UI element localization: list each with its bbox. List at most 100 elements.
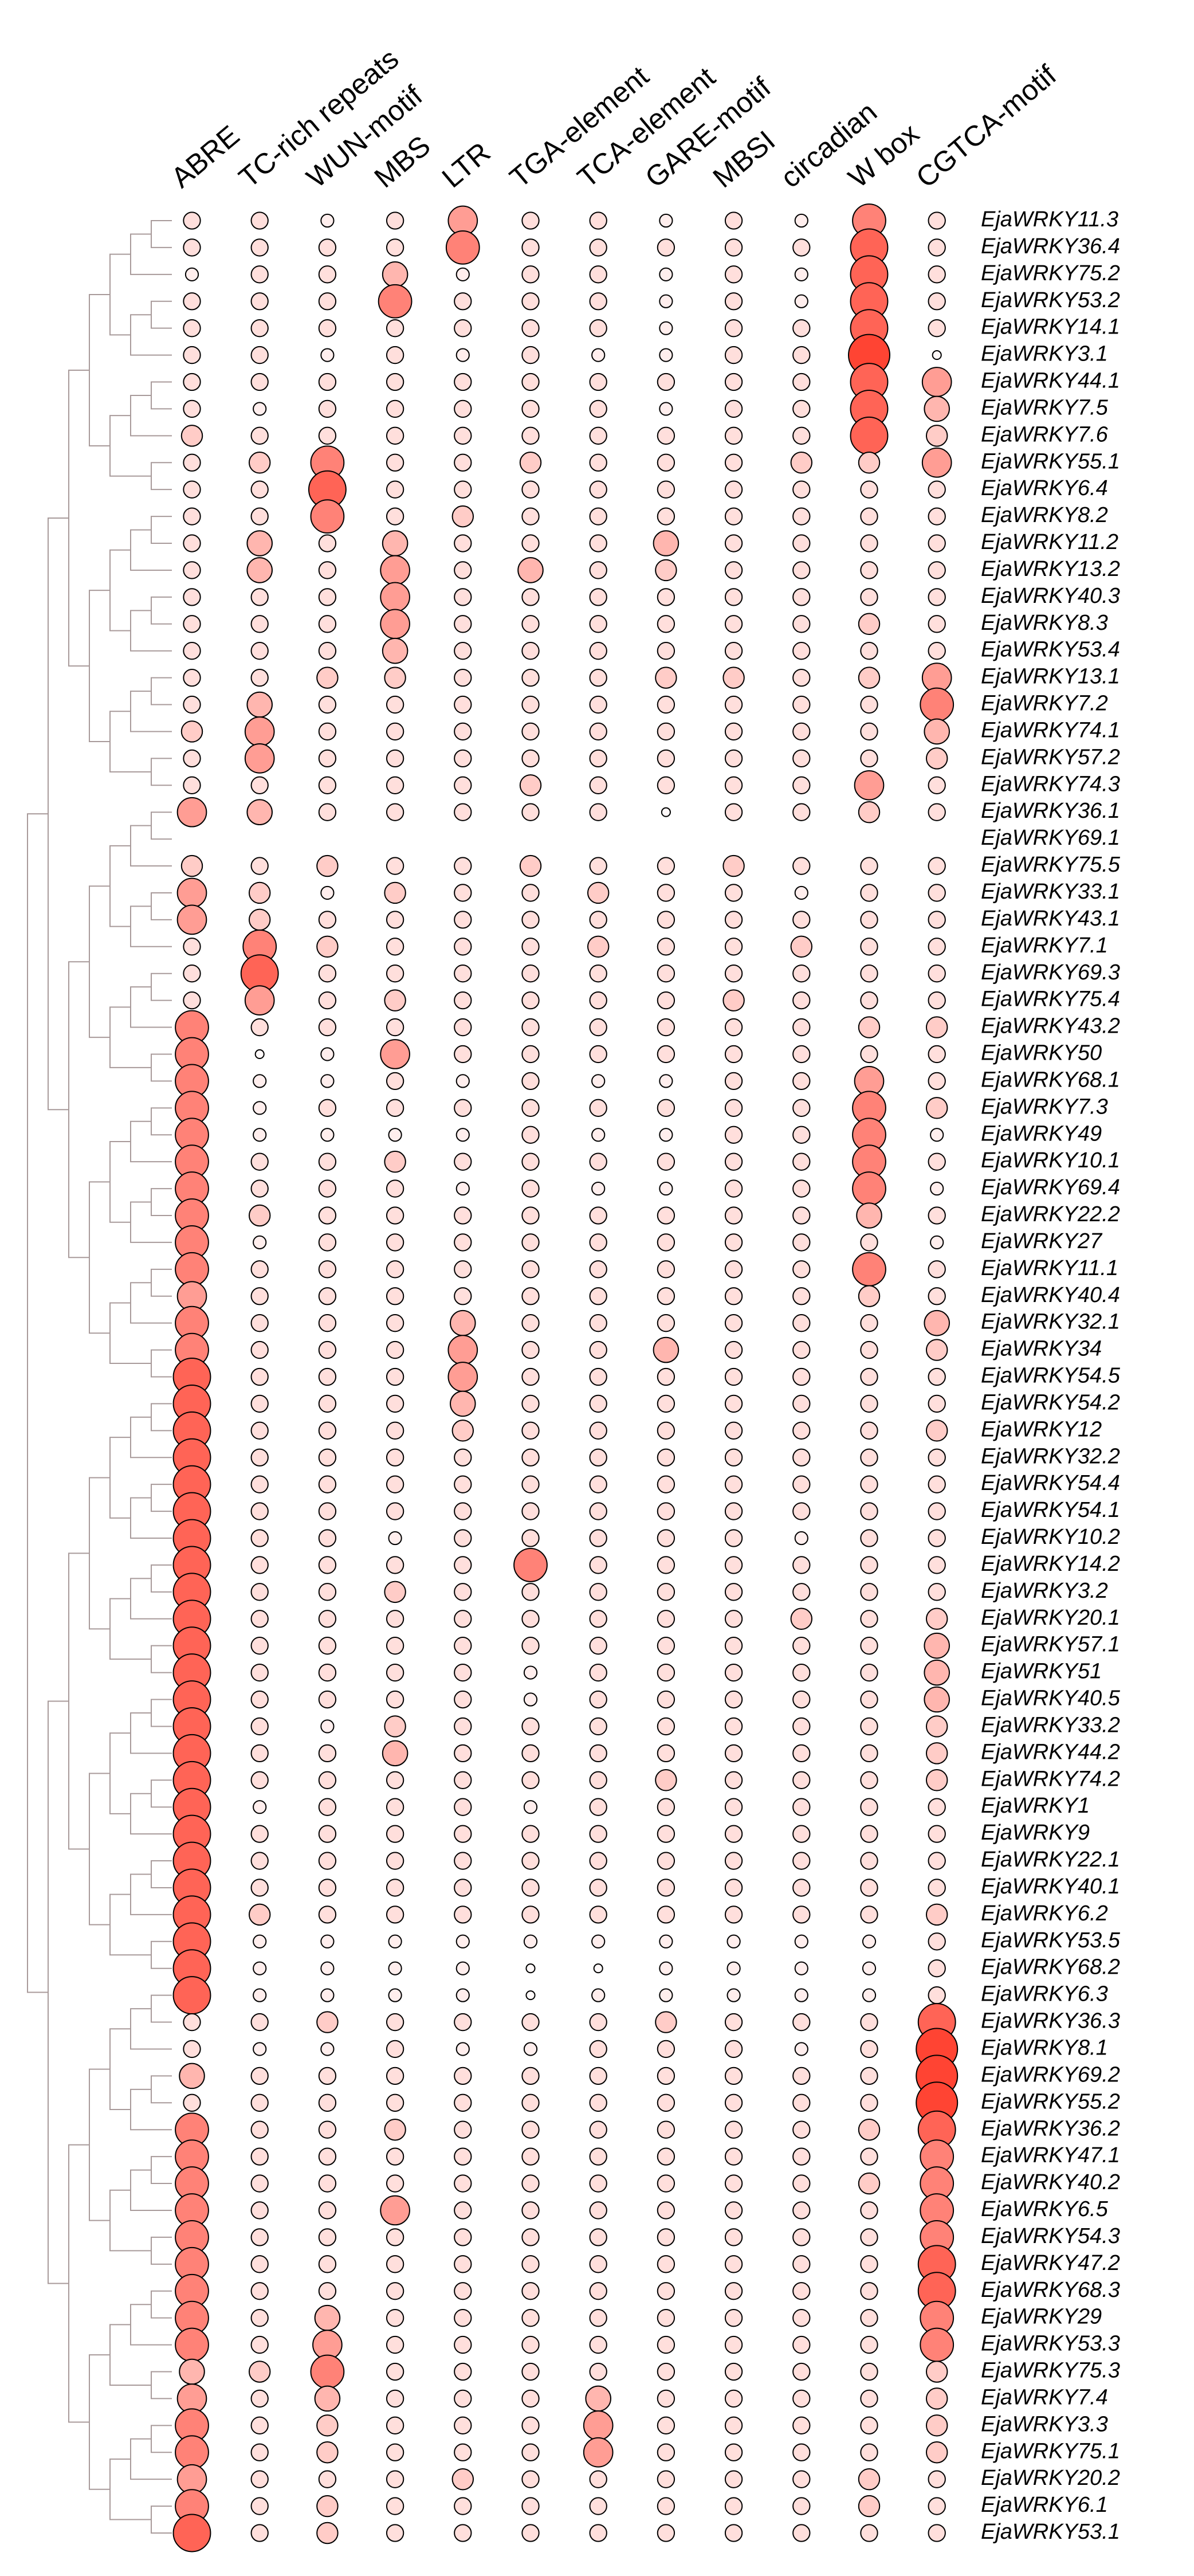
- bubble: [792, 2147, 811, 2166]
- bubble: [523, 1934, 538, 1948]
- bubble: [318, 776, 337, 794]
- bubble: [183, 776, 201, 794]
- bubble: [521, 1260, 540, 1279]
- bubble: [860, 507, 878, 526]
- bubble: [657, 884, 675, 902]
- bubble: [314, 2385, 341, 2412]
- row-label: EjaWRKY11.3: [981, 207, 1118, 232]
- bubble: [792, 1206, 811, 1225]
- bubble: [792, 776, 811, 794]
- bubble: [657, 615, 675, 633]
- bubble: [794, 213, 808, 228]
- dendrogram-branch: [151, 2075, 172, 2104]
- dendrogram-branch: [109, 1140, 131, 1223]
- bubble: [925, 2441, 948, 2464]
- bubble: [589, 964, 607, 983]
- bubble: [589, 588, 607, 606]
- dendrogram-branch: [151, 1484, 172, 1512]
- row-label: EjaWRKY6.4: [981, 476, 1108, 500]
- bubble: [589, 1018, 607, 1037]
- bubble: [657, 2470, 675, 2488]
- bubble: [521, 426, 540, 445]
- bubble: [724, 2228, 743, 2246]
- bubble: [928, 911, 946, 929]
- dendrogram-branch: [109, 845, 131, 927]
- bubble: [454, 2497, 472, 2515]
- bubble: [454, 1825, 472, 1843]
- row-label: EjaWRKY69.4: [981, 1175, 1120, 1199]
- bubble: [318, 1179, 337, 1198]
- row-label: EjaWRKY75.2: [981, 261, 1120, 285]
- bubble: [657, 2228, 675, 2246]
- bubble: [386, 453, 404, 472]
- row-label: EjaWRKY8.1: [981, 2036, 1108, 2060]
- row-label: EjaWRKY49: [981, 1122, 1102, 1146]
- column-label: ABRE: [165, 119, 245, 194]
- bubble: [316, 666, 339, 689]
- bubble: [386, 1690, 404, 1709]
- bubble: [589, 399, 607, 418]
- bubble: [525, 1990, 536, 2001]
- bubble: [386, 1179, 404, 1198]
- dendrogram-branch: [151, 811, 172, 840]
- bubble: [246, 799, 273, 825]
- bubble: [657, 1421, 675, 1440]
- bubble: [521, 1314, 540, 1332]
- bubble: [250, 1610, 269, 1628]
- bubble: [657, 722, 675, 741]
- dendrogram-branch: [89, 1477, 110, 1630]
- bubble: [657, 1663, 675, 1682]
- bubble: [860, 1852, 878, 1870]
- bubble: [455, 1934, 470, 1948]
- bubble: [250, 2470, 269, 2488]
- bubble: [792, 1314, 811, 1332]
- bubble: [386, 1448, 404, 1467]
- row-label: EjaWRKY32.2: [981, 1444, 1120, 1468]
- bubble: [521, 911, 540, 929]
- bubble: [724, 2255, 743, 2273]
- bubble: [928, 964, 946, 983]
- bubble: [860, 2282, 878, 2300]
- bubble: [589, 2093, 607, 2112]
- bubble: [454, 1610, 472, 1628]
- bubble: [657, 1475, 675, 1493]
- dendrogram-branch: [151, 381, 172, 410]
- bubble: [386, 480, 404, 499]
- bubble: [521, 2470, 540, 2488]
- bubble: [380, 555, 410, 586]
- bubble: [521, 749, 540, 768]
- bubble: [521, 2093, 540, 2112]
- bubble: [318, 2093, 337, 2112]
- bubble: [250, 2147, 269, 2166]
- bubble: [925, 747, 948, 770]
- bubble: [591, 1181, 606, 1196]
- bubble: [928, 938, 946, 956]
- bubble: [925, 1016, 948, 1038]
- bubble: [925, 1715, 948, 1738]
- bubble: [521, 2308, 540, 2327]
- bubble: [183, 480, 201, 499]
- bubble: [724, 1825, 743, 1843]
- bubble: [724, 1233, 743, 1252]
- bubble: [659, 348, 673, 362]
- bubble: [583, 2410, 614, 2441]
- dendrogram-branch: [151, 973, 172, 1001]
- bubble: [928, 507, 946, 526]
- bubble: [928, 1932, 946, 1951]
- bubble: [657, 1233, 675, 1252]
- row-label: EjaWRKY7.2: [981, 692, 1108, 716]
- bubble: [589, 1394, 607, 1413]
- bubble: [521, 2228, 540, 2246]
- row-label: EjaWRKY43.2: [981, 1014, 1120, 1038]
- bubble: [589, 319, 607, 338]
- bubble: [724, 2497, 743, 2515]
- bubble: [928, 1367, 946, 1386]
- bubble: [921, 367, 952, 397]
- bubble: [657, 1637, 675, 1655]
- bubble: [386, 1610, 404, 1628]
- dendrogram-branch: [151, 2156, 172, 2185]
- bubble: [386, 1556, 404, 1574]
- bubble: [657, 642, 675, 660]
- bubble: [792, 1260, 811, 1279]
- bubble: [386, 2416, 404, 2434]
